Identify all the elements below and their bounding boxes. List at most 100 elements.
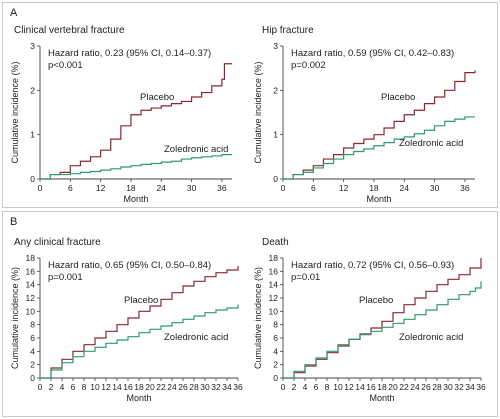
chart3-x-tick-label: 0 [38, 382, 43, 392]
chart2-x-axis-label: Month [366, 194, 391, 204]
chart1-y-tick-label: 1 [30, 130, 35, 140]
chart3-y-tick-label: 0 [30, 373, 35, 383]
chart4-y-tick-label: 12 [269, 293, 279, 303]
chart3-y-tick-label: 10 [26, 306, 36, 316]
chart3-x-tick-label: 32 [211, 382, 221, 392]
chart3-y-tick-label: 8 [30, 320, 35, 330]
chart1-x-tick-label: 0 [38, 183, 43, 193]
chart3-hazard-ratio: Hazard ratio, 0.65 (95% CI, 0.50–0.84) [48, 260, 211, 271]
chart4-title: Death [262, 237, 289, 248]
chart4-hazard-ratio: Hazard ratio, 0.72 (95% CI, 0.56–0.93) [291, 260, 454, 271]
chart3-y-tick-label: 12 [26, 293, 36, 303]
chart4-y-axis-label: Cumulative incidence (%) [253, 267, 263, 369]
chart4-y-tick-label: 10 [269, 306, 279, 316]
chart1-zoledronic-acid-line [40, 154, 232, 180]
chart3-placebo-line [40, 266, 239, 379]
chart2-zoledronic-acid-line [283, 116, 475, 180]
chart4-x-tick-label: 32 [454, 382, 464, 392]
chart3-x-tick-label: 18 [134, 382, 144, 392]
chart1-x-tick-label: 6 [68, 183, 73, 193]
chart4-x-tick-label: 24 [410, 382, 420, 392]
chart3-x-axis-label: Month [126, 393, 151, 403]
section-a-letter: A [10, 7, 18, 19]
chart3-x-tick-label: 16 [123, 382, 133, 392]
chart3-x-tick-label: 4 [60, 382, 65, 392]
chart3-p-value: p=0.001 [48, 272, 83, 283]
chart4-x-tick-label: 6 [314, 382, 319, 392]
chart4-y-tick-label: 4 [273, 346, 278, 356]
chart1-y-axis-label: Cumulative incidence (%) [10, 61, 20, 163]
chart1-y-tick-label: 2 [30, 85, 35, 95]
chart4-x-tick-label: 20 [388, 382, 398, 392]
chart2-x-tick-label: 24 [400, 183, 410, 193]
chart3-y-tick-label: 14 [26, 280, 36, 290]
chart4-x-tick-label: 8 [325, 382, 330, 392]
chart4-y-tick-label: 2 [273, 360, 278, 370]
chart4-zoledronic-acid-line [283, 281, 482, 379]
chart4-zoledronic-acid-label: Zoledronic acid [399, 332, 463, 343]
chart2-x-tick-label: 12 [339, 183, 349, 193]
chart3-x-tick-label: 24 [167, 382, 177, 392]
chart2-x-tick-label: 30 [430, 183, 440, 193]
chart3-x-tick-label: 28 [189, 382, 199, 392]
chart3-y-axis-label: Cumulative incidence (%) [10, 267, 20, 369]
chart4-x-tick-label: 28 [432, 382, 442, 392]
chart3-y-tick-label: 18 [26, 253, 36, 263]
chart1-x-tick-label: 18 [126, 183, 136, 193]
chart1-placebo-line [40, 63, 232, 180]
chart2-x-tick-label: 36 [460, 183, 470, 193]
chart3-placebo-label: Placebo [124, 295, 158, 306]
chart4-p-value: p=0.01 [291, 272, 320, 283]
chart3-x-tick-label: 22 [156, 382, 166, 392]
chart3-zoledronic-acid-line [40, 304, 239, 379]
chart2-y-tick-label: 3 [273, 41, 278, 51]
chart4-placebo-label: Placebo [359, 295, 393, 306]
chart4-x-tick-label: 2 [292, 382, 297, 392]
chart1-x-tick-label: 24 [157, 183, 167, 193]
chart2-title: Hip fracture [262, 25, 314, 36]
chart3-y-tick-label: 2 [30, 360, 35, 370]
chart4-x-tick-label: 22 [399, 382, 409, 392]
chart3-x-tick-label: 6 [71, 382, 76, 392]
chart3-x-tick-label: 36 [233, 382, 243, 392]
chart4-y-tick-label: 8 [273, 320, 278, 330]
chart3-x-tick-label: 20 [145, 382, 155, 392]
chart3-x-tick-label: 26 [178, 382, 188, 392]
chart3-x-tick-label: 14 [112, 382, 122, 392]
chart3-zoledronic-acid-label: Zoledronic acid [164, 332, 228, 343]
chart4-y-tick-label: 18 [269, 253, 279, 263]
chart2-placebo-label: Placebo [381, 92, 415, 103]
chart1-y-tick-label: 3 [30, 41, 35, 51]
section-b-letter: B [10, 216, 17, 228]
chart4-y-tick-label: 16 [269, 266, 279, 276]
chart4-x-tick-label: 34 [465, 382, 475, 392]
chart2-x-tick-label: 0 [281, 183, 286, 193]
chart3-x-tick-label: 10 [90, 382, 100, 392]
chart1-hazard-ratio: Hazard ratio, 0.23 (95% CI, 0.14–0.37) [48, 48, 211, 59]
chart2-y-tick-label: 0 [273, 174, 278, 184]
chart4-x-tick-label: 10 [333, 382, 343, 392]
chart4-x-tick-label: 18 [377, 382, 387, 392]
chart3-x-tick-label: 2 [49, 382, 54, 392]
section-a-frame [2, 2, 498, 208]
chart1-title: Clinical vertebral fracture [14, 25, 125, 36]
chart1-x-axis-label: Month [123, 194, 148, 204]
chart1-placebo-label: Placebo [140, 92, 174, 103]
chart4-x-axis-label: Month [369, 393, 394, 403]
chart1-x-tick-label: 36 [217, 183, 227, 193]
chart4-y-tick-label: 14 [269, 280, 279, 290]
chart4-x-tick-label: 0 [281, 382, 286, 392]
chart4-x-tick-label: 16 [366, 382, 376, 392]
chart3-y-tick-label: 6 [30, 333, 35, 343]
chart4-x-tick-label: 12 [344, 382, 354, 392]
chart1-p-value: p<0.001 [48, 60, 83, 71]
chart2-p-value: p=0.002 [291, 60, 326, 71]
chart4-x-tick-label: 26 [421, 382, 431, 392]
chart2-x-tick-label: 6 [311, 183, 316, 193]
chart3-x-tick-label: 30 [200, 382, 210, 392]
chart4-y-tick-label: 0 [273, 373, 278, 383]
chart1-zoledronic-acid-label: Zoledronic acid [164, 144, 228, 155]
chart4-y-tick-label: 6 [273, 333, 278, 343]
chart2-y-tick-label: 1 [273, 130, 278, 140]
